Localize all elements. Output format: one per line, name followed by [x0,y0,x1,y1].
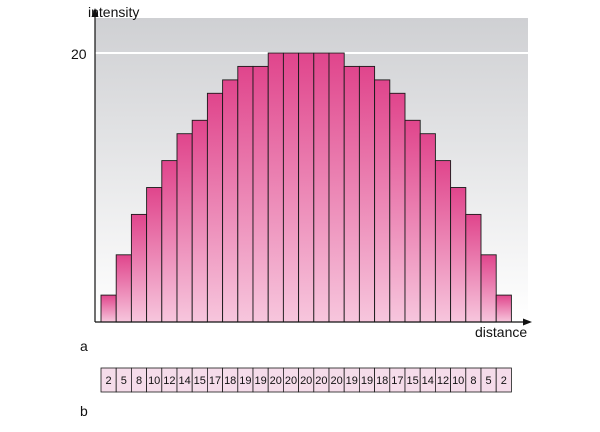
bar [252,65,269,323]
bar [267,52,284,323]
value-strip: 2 5 8 10 12 14 15 17 18 19 19 20 20 20 20 20 19 19 18 17 15 1… [100,367,512,393]
panel-label-a: a [80,338,88,354]
bar [176,133,193,323]
value-cell-label: 20 [270,375,282,387]
value-cell-label: 17 [391,375,403,387]
value-cell-label: 19 [346,375,358,387]
bar [328,52,345,323]
bar [146,187,163,323]
value-cell-label: 20 [285,375,297,387]
x-axis-arrow [523,318,532,326]
value-cell-label: 10 [148,375,160,387]
y-axis-label: intensity [88,4,139,20]
value-cell-label: 14 [178,375,190,387]
value-cell-label: 20 [300,375,312,387]
value-cell-label: 15 [194,375,206,387]
bar [282,52,300,323]
value-cell-label: 20 [315,375,327,387]
bar [404,119,421,323]
bar [480,254,497,323]
value-cell-label: 5 [121,375,127,387]
x-axis-label: distance [475,324,527,340]
value-cell-label: 20 [330,375,342,387]
bar [115,254,132,323]
y-tick-label: 20 [71,46,87,62]
value-cell [495,367,512,393]
bar [343,65,360,323]
value-cell-label: 18 [224,375,236,387]
value-cell-label: 19 [239,375,251,387]
value-cell-label: 19 [361,375,373,387]
value-cell-label: 8 [470,375,476,387]
value-cell-label: 12 [163,375,175,387]
bar [100,294,117,323]
bar [222,79,239,323]
value-cell-label: 19 [254,375,266,387]
bar [434,160,452,323]
value-cell-label: 5 [486,375,492,387]
bar [419,133,436,323]
bar [450,187,467,323]
bar [465,213,482,323]
value-cell-label: 8 [136,375,142,387]
value-cell-label: 18 [376,375,388,387]
bar [206,92,224,323]
panel-label-b: b [80,403,88,419]
bar [161,160,178,323]
bar [495,294,512,323]
bar [130,213,148,323]
bar [358,65,376,323]
bar [191,119,208,323]
value-cell-label: 10 [452,375,464,387]
value-cell-label: 15 [406,375,418,387]
bar-series [100,52,512,323]
value-cell-label: 17 [209,375,221,387]
bar [237,65,254,323]
bar [374,79,391,323]
value-cell-label: 14 [422,375,434,387]
bar [389,92,406,323]
value-cell-label: 12 [437,375,449,387]
value-cell-label: 2 [501,375,507,387]
bar [298,52,315,323]
value-cell-label: 2 [106,375,112,387]
bar [313,52,330,323]
y-axis-arrow [91,8,99,17]
